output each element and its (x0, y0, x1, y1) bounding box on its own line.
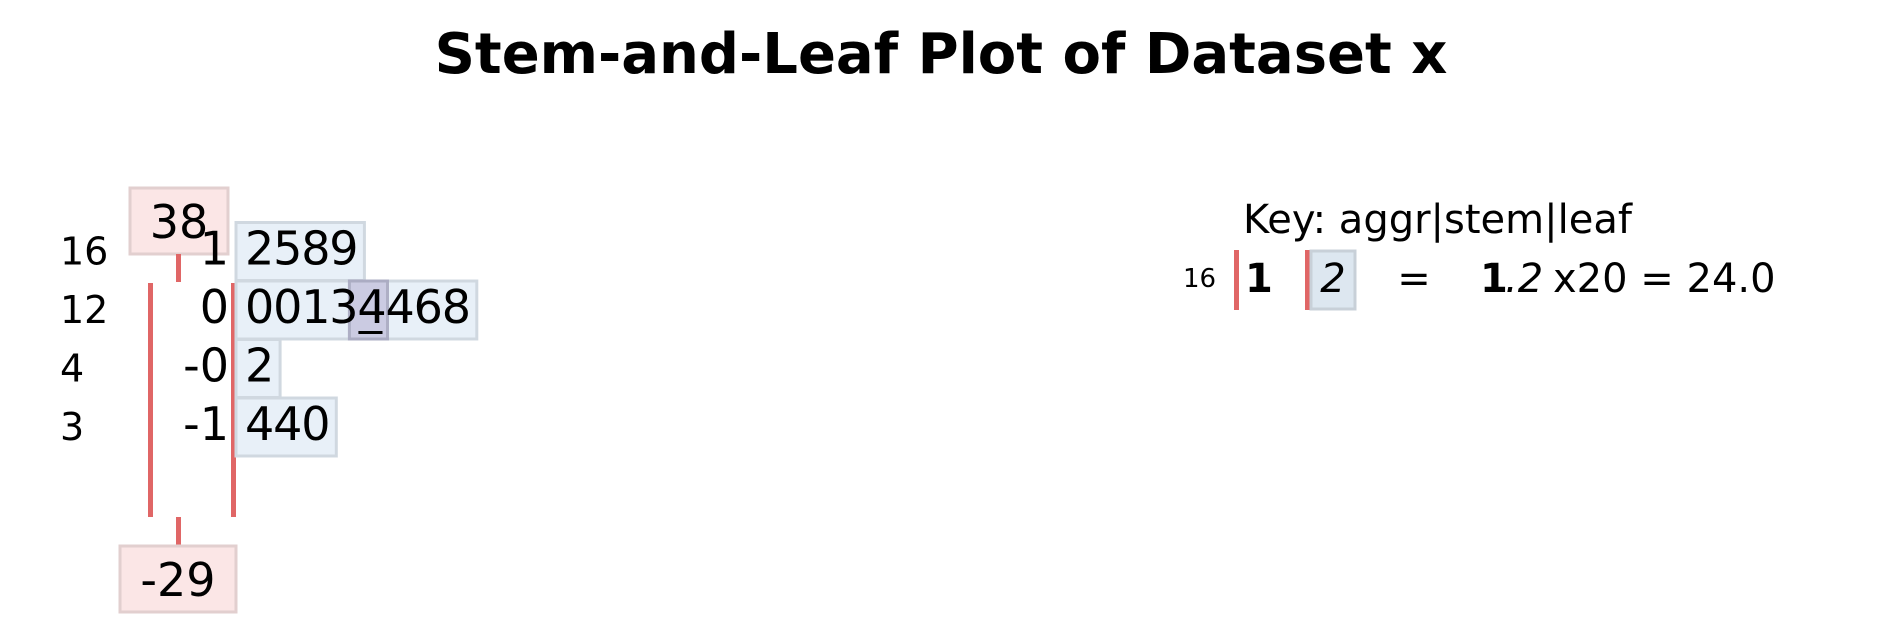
leaf-digit: 3 (329, 280, 358, 334)
max-connector (176, 254, 181, 282)
leaf-digit: 5 (273, 222, 302, 276)
min-connector (176, 517, 181, 547)
key-stem: 1 (1245, 256, 1273, 302)
key-multiplier: x20 = 24.0 (1553, 256, 1776, 302)
aggr-count: 12 (60, 288, 108, 332)
aggr-count: 16 (60, 230, 108, 274)
leaf-digit: 6 (414, 280, 443, 334)
stem-label: 1 (200, 222, 229, 276)
key-value-stem: 1 (1480, 256, 1508, 302)
leaf-digit: 1 (301, 280, 330, 334)
median-leaf-highlight (347, 279, 389, 341)
max-value-box (128, 186, 230, 256)
key-equals: = (1397, 256, 1431, 302)
key-leaf: 2 (1320, 256, 1345, 302)
aggr-count: 3 (60, 405, 84, 449)
leaf-digit: 0 (273, 280, 302, 334)
key-aggr-bar (1234, 250, 1239, 310)
key-heading: Key: aggr|stem|leaf (1243, 197, 1633, 243)
stem-label: -0 (183, 339, 229, 393)
leaf-box (234, 221, 366, 282)
median-underline (358, 331, 383, 334)
leaf-digit: 4 (245, 397, 274, 451)
leaf-digit: 4 (357, 280, 386, 334)
leaf-digit: 2 (245, 339, 274, 393)
aggr-divider-bar (148, 283, 153, 517)
leaf-digit: 2 (245, 222, 274, 276)
leaf-digit: 0 (301, 397, 330, 451)
key-value-leaf: .2 (1505, 256, 1543, 302)
max-value-label: 38 (150, 195, 209, 249)
min-value-label: -29 (140, 553, 215, 607)
stem-divider-bar (231, 283, 236, 517)
aggr-count: 4 (60, 347, 84, 391)
key-stem-bar (1305, 250, 1310, 310)
min-value-box (118, 544, 238, 614)
key-aggr: 16 (1183, 264, 1216, 294)
stem-label: 0 (200, 280, 229, 334)
leaf-digit: 4 (386, 280, 415, 334)
key-leaf-box (1309, 249, 1357, 311)
leaf-box (234, 396, 338, 458)
leaf-digit: 8 (301, 222, 330, 276)
leaf-digit: 8 (442, 280, 471, 334)
stem-label: -1 (183, 397, 229, 451)
leaf-digit: 0 (245, 280, 274, 334)
leaf-digit: 4 (273, 397, 302, 451)
chart-title: Stem-and-Leaf Plot of Dataset x (434, 22, 1448, 87)
leaf-digit: 9 (329, 222, 358, 276)
